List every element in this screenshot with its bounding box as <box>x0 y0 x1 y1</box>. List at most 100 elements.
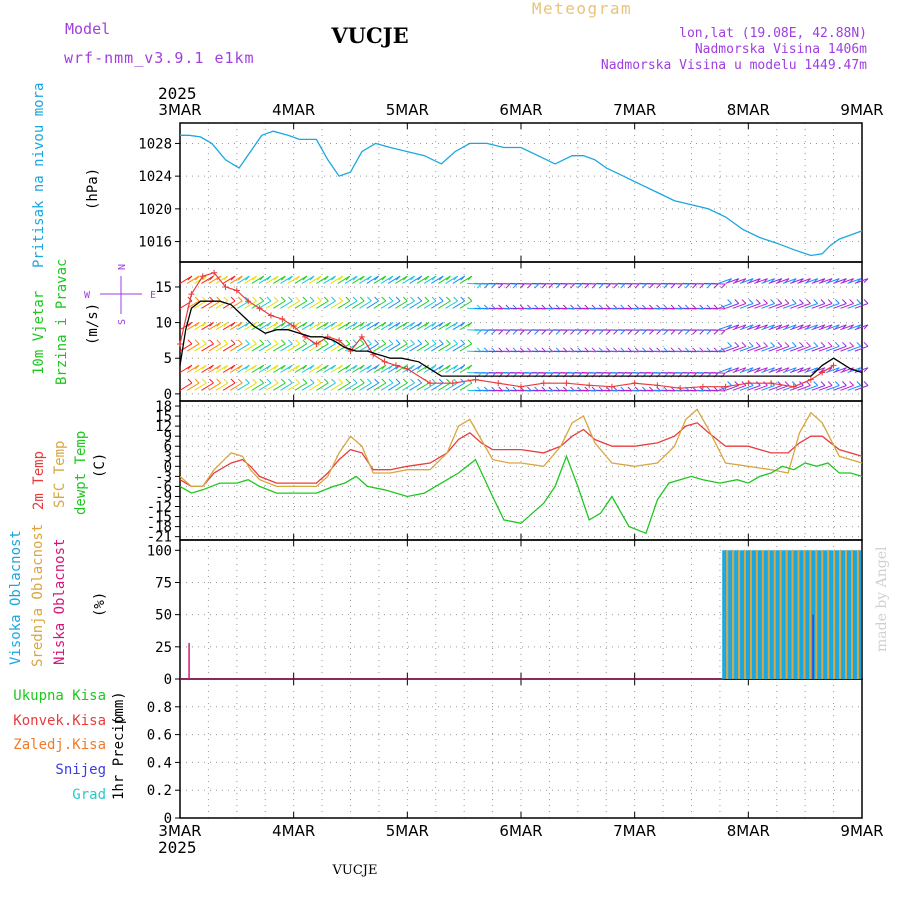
wind-barb <box>732 367 747 373</box>
precip-ylabel: 1hr Precip <box>111 716 127 800</box>
wind-barb-head <box>381 275 387 281</box>
wind-barb-head <box>634 330 640 335</box>
wind-barb <box>387 275 401 284</box>
temp-ylabel-3: dewpt Temp <box>73 431 89 515</box>
wind-barb <box>222 321 236 331</box>
wind-unit: (m/s) <box>85 303 101 345</box>
wind-barb <box>431 300 444 309</box>
wind-barb <box>825 324 840 331</box>
wind-barb <box>452 275 465 284</box>
wind-barb <box>387 343 401 352</box>
wind-barb-head <box>431 339 437 345</box>
wind-barb <box>352 364 365 373</box>
wind-barb <box>287 300 300 309</box>
wind-barb-head <box>302 378 308 384</box>
legend-frozen-precip: Zaledj.Kisa <box>13 737 106 753</box>
wind-barb <box>818 278 833 284</box>
wind-barb <box>244 300 257 309</box>
wind-barb-head <box>280 296 286 302</box>
wind-barb-head <box>446 339 451 345</box>
wind-barb <box>725 303 739 309</box>
ytick-label-precip: 0.8 <box>147 700 172 716</box>
wind-barb-head <box>598 283 604 289</box>
wind-barb-head <box>706 283 712 289</box>
wind-barb-head <box>591 330 597 335</box>
wind-barb-head <box>359 364 365 370</box>
wind-barb-head <box>201 296 207 302</box>
wind-barb <box>768 278 782 284</box>
wind-barb-head <box>187 339 193 345</box>
gust-marker <box>745 380 752 387</box>
wind-barb <box>840 303 854 309</box>
wind-barb-head <box>388 339 394 345</box>
wind-ylabel-1: 10m Vjetar <box>31 291 47 375</box>
wind-barb <box>811 324 826 331</box>
wind-barb-head <box>230 322 236 327</box>
wind-barb-head <box>381 378 387 384</box>
wind-barb-head <box>201 339 207 345</box>
wind-barb-head <box>352 275 358 281</box>
wind-barb-head <box>417 275 423 281</box>
cloud-ylabel-3: Niska Oblacnost <box>52 539 68 665</box>
wind-barb <box>423 321 437 331</box>
gust-marker <box>586 382 593 389</box>
wind-barb <box>294 364 308 373</box>
wind-barb <box>833 345 847 352</box>
wind-barb <box>825 278 840 284</box>
wind-barb-head <box>613 330 618 335</box>
gust-marker <box>211 269 218 276</box>
wind-barb <box>847 278 861 284</box>
x-label-top: 6MAR <box>499 101 542 119</box>
wind-barb-head <box>187 322 193 327</box>
wind-barb <box>797 278 811 284</box>
wind-barb <box>301 343 315 352</box>
wind-barb <box>725 278 739 284</box>
wind-barb <box>179 275 193 284</box>
wind-barb-head <box>692 330 697 335</box>
wind-barb-head <box>302 296 308 302</box>
wind-barb-head <box>388 275 394 281</box>
wind-barb <box>359 300 372 309</box>
wind-barb-head <box>842 299 847 304</box>
wind-barb-head <box>402 322 408 327</box>
wind-barb <box>215 382 229 391</box>
wind-barb-head <box>453 339 458 345</box>
wind-barb-head <box>331 296 336 302</box>
wind-barb <box>761 303 775 309</box>
wind-barb-head <box>460 322 466 327</box>
wind-barb-head <box>584 330 590 335</box>
gust-marker <box>279 316 286 323</box>
wind-barb-head <box>388 322 394 327</box>
gust-marker <box>830 362 837 369</box>
gust-marker <box>819 369 826 376</box>
wind-barb <box>244 321 257 331</box>
wind-barb-head <box>460 275 466 281</box>
legend-snow: Snijeg <box>55 762 106 778</box>
wind-barb-head <box>381 322 387 327</box>
axis-labels: Pritisak na nivou mora (hPa) 10m Vjetar … <box>8 83 156 803</box>
gust-marker <box>563 380 570 387</box>
wind-barb-head <box>359 339 365 345</box>
wind-barb <box>366 382 379 391</box>
wind-barb <box>344 300 358 309</box>
wind-barb-head <box>541 283 547 289</box>
wind-barb <box>739 367 754 373</box>
wind-barb <box>323 382 336 391</box>
wind-barb <box>452 364 465 373</box>
wind-barb <box>230 364 243 373</box>
wind-barb <box>761 367 775 373</box>
footer-station: VUCJE <box>332 863 378 878</box>
wind-barb-head <box>748 341 754 347</box>
wind-barb <box>718 367 732 373</box>
wind-barb-head <box>410 322 415 327</box>
wind-barb <box>273 321 286 331</box>
wind-barb <box>711 389 726 392</box>
wind-barb <box>380 343 394 352</box>
wind-barb-head <box>842 381 847 386</box>
wind-barb-head <box>288 364 293 370</box>
wind-barb <box>215 300 229 309</box>
wind-barb-head <box>570 330 575 335</box>
model-elevation-label: Nadmorska Visina u modelu 1449.47m <box>601 58 867 73</box>
wind-barb-head <box>201 364 207 370</box>
